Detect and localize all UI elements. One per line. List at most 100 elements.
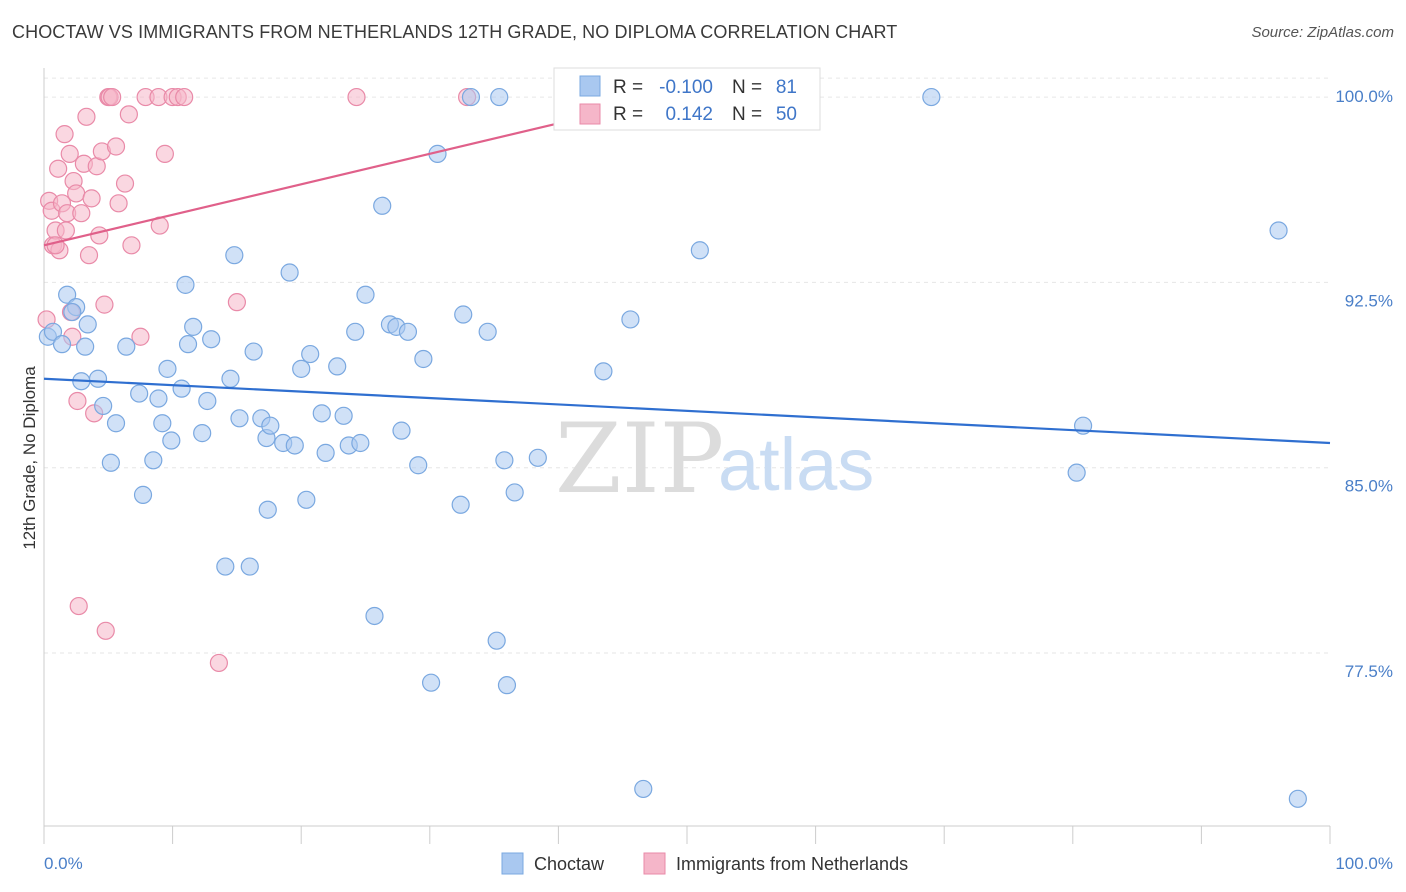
choctaw-point-60 (451, 495, 470, 514)
choctaw-point-16 (149, 389, 168, 408)
netherlands-point-20 (77, 107, 96, 126)
choctaw-point-10 (101, 453, 120, 472)
choctaw-point-12 (117, 337, 136, 356)
choctaw-point-19 (162, 431, 181, 450)
choctaw-point-24 (198, 391, 217, 411)
series-choctaw (38, 87, 1307, 808)
netherlands-point-49 (46, 236, 65, 255)
legend-swatch-netherlands (643, 852, 666, 875)
choctaw-point-80 (178, 335, 198, 354)
gridlines (44, 77, 1330, 654)
netherlands-point-25 (90, 226, 109, 245)
choctaw-point-5 (63, 302, 82, 322)
netherlands-point-15 (67, 184, 86, 203)
y-axis-label: 12th Grade, No Diploma (20, 366, 39, 550)
choctaw-point-57 (414, 349, 433, 369)
choctaw-point-62 (461, 87, 481, 107)
source-label: Source: ZipAtlas.com (1251, 24, 1394, 41)
choctaw-point-7 (88, 369, 108, 388)
watermark-atlas: atlas (718, 423, 874, 506)
legend-label-choctaw: Choctaw (534, 854, 605, 874)
netherlands-point-41 (155, 144, 174, 163)
choctaw-point-26 (216, 557, 235, 576)
choctaw-point-70 (594, 362, 613, 381)
choctaw-point-56 (409, 456, 428, 475)
choctaw-point-75 (1067, 463, 1086, 482)
netherlands-point-37 (131, 327, 150, 346)
choctaw-point-74 (922, 87, 941, 107)
choctaw-point-61 (454, 305, 473, 324)
chart-title: CHOCTAW VS IMMIGRANTS FROM NETHERLANDS 1… (12, 22, 898, 42)
choctaw-point-15 (144, 451, 163, 470)
choctaw-point-51 (373, 196, 392, 215)
choctaw-point-43 (316, 443, 335, 462)
stats-n-value-1: 81 (776, 77, 797, 98)
x-tick-label-0: 0.0% (44, 854, 83, 873)
choctaw-point-14 (133, 485, 153, 504)
netherlands-point-21 (79, 246, 99, 265)
choctaw-point-21 (176, 275, 195, 294)
choctaw-point-38 (285, 436, 304, 455)
choctaw-point-34 (261, 416, 280, 435)
choctaw-point-64 (487, 631, 506, 650)
choctaw-point-2 (52, 335, 72, 354)
choctaw-point-72 (634, 779, 653, 799)
choctaw-point-50 (365, 606, 384, 626)
choctaw-point-69 (528, 448, 547, 467)
y-tick-label-2: 85.0% (1345, 477, 1393, 496)
watermark: ZIP atlas (555, 403, 874, 515)
choctaw-point-40 (297, 490, 316, 509)
y-tick-label-3: 77.5% (1345, 662, 1393, 681)
netherlands-point-44 (175, 87, 194, 107)
choctaw-point-20 (172, 379, 191, 398)
legend-swatch-choctaw (501, 852, 524, 875)
choctaw-point-9 (94, 396, 113, 416)
netherlands-point-34 (115, 174, 135, 193)
choctaw-point-68 (505, 483, 524, 502)
netherlands-point-45 (209, 653, 228, 673)
netherlands-point-33 (109, 194, 128, 213)
choctaw-point-77 (1269, 221, 1288, 240)
choctaw-point-17 (153, 414, 172, 433)
choctaw-point-27 (221, 369, 240, 388)
netherlands-point-5 (49, 159, 68, 178)
legend-label-netherlands: Immigrants from Netherlands (676, 854, 908, 874)
choctaw-point-1 (43, 322, 63, 341)
stats-r-label-2: R = (613, 104, 643, 125)
choctaw-point-3 (58, 285, 77, 304)
choctaw-point-44 (328, 357, 347, 376)
stats-r-value-1: -0.100 (659, 77, 713, 98)
choctaw-point-22 (184, 317, 203, 336)
netherlands-point-46 (227, 293, 246, 312)
stats-n-label-1: N = (732, 77, 762, 98)
trend-line-choctaw (43, 377, 1331, 445)
choctaw-point-11 (106, 414, 126, 433)
y-tick-label-0: 100.0% (1335, 87, 1393, 106)
legend: Choctaw Immigrants from Netherlands (501, 852, 908, 875)
choctaw-point-18 (158, 359, 177, 378)
y-tick-labels: 100.0% 92.5% 85.0% 77.5% (1335, 87, 1393, 681)
choctaw-point-29 (230, 409, 249, 428)
netherlands-point-8 (55, 125, 74, 144)
netherlands-point-36 (122, 236, 141, 255)
netherlands-point-35 (119, 105, 138, 124)
netherlands-point-9 (56, 221, 75, 240)
stats-swatch-netherlands (579, 103, 601, 125)
netherlands-point-17 (69, 596, 88, 616)
choctaw-point-41 (301, 344, 320, 364)
choctaw-point-25 (202, 330, 221, 349)
choctaw-point-47 (346, 322, 365, 341)
netherlands-point-28 (96, 621, 115, 640)
netherlands-point-31 (103, 87, 122, 107)
series-netherlands (37, 87, 477, 673)
netherlands-point-22 (82, 189, 101, 208)
stats-r-label-1: R = (613, 77, 643, 98)
choctaw-point-23 (193, 424, 212, 443)
choctaw-point-28 (225, 246, 244, 265)
trend-line-netherlands (43, 120, 566, 247)
choctaw-point-49 (356, 285, 375, 304)
choctaw-point-30 (240, 557, 259, 576)
choctaw-point-45 (334, 406, 353, 425)
choctaw-point-55 (398, 322, 418, 341)
